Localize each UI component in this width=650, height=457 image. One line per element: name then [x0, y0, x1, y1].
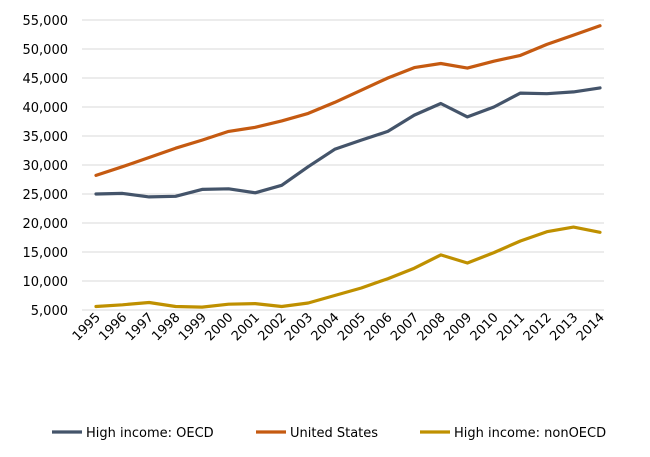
x-tick-label: 1997: [123, 310, 157, 344]
legend-label: United States: [290, 426, 378, 441]
y-axis-tick-labels: 5,000 10,000 15,000 20,000 25,000 30,000 35,00…: [23, 14, 69, 319]
y-tick-label: 35,000: [23, 130, 69, 145]
x-tick-label: 2009: [441, 310, 475, 344]
x-tick-label: 2000: [202, 310, 236, 344]
series-line: [94, 225, 602, 309]
x-tick-label: 2014: [574, 310, 608, 344]
x-tick-label: 2004: [309, 310, 343, 344]
x-tick-label: 2011: [494, 310, 528, 344]
y-tick-label: 5,000: [31, 304, 68, 319]
y-tick-label: 20,000: [23, 217, 69, 232]
y-tick-label: 50,000: [23, 43, 69, 58]
x-tick-label: 1999: [176, 310, 210, 344]
legend: High income: OECD United States High incom…: [52, 426, 606, 441]
x-tick-label: 2012: [521, 310, 555, 344]
x-tick-label: 2001: [229, 310, 263, 344]
x-tick-label: 1996: [96, 310, 130, 344]
x-tick-label: 2010: [468, 310, 502, 344]
x-tick-label: 2003: [282, 310, 316, 344]
x-tick-label: 2006: [362, 310, 396, 344]
x-tick-label: 1998: [149, 310, 183, 344]
gridlines: [82, 19, 604, 311]
y-tick-label: 55,000: [23, 14, 69, 29]
y-tick-label: 25,000: [23, 188, 69, 203]
y-tick-label: 40,000: [23, 101, 69, 116]
series-lines: [94, 24, 602, 309]
series-line: [94, 86, 602, 199]
y-tick-label: 15,000: [23, 246, 69, 261]
x-axis-tick-labels: 1995199619971998199920002001200220032004…: [70, 310, 608, 344]
y-tick-label: 10,000: [23, 275, 69, 290]
y-tick-label: 30,000: [23, 159, 69, 174]
x-tick-label: 2005: [335, 310, 369, 344]
series-line: [94, 24, 602, 177]
legend-label: High income: OECD: [86, 426, 214, 441]
legend-label: High income: nonOECD: [454, 426, 606, 441]
y-tick-label: 45,000: [23, 72, 69, 87]
x-tick-label: 2008: [415, 310, 449, 344]
x-tick-label: 2013: [547, 310, 581, 344]
x-tick-label: 2002: [256, 310, 290, 344]
x-tick-label: 1995: [70, 310, 104, 344]
x-tick-label: 2007: [388, 310, 422, 344]
